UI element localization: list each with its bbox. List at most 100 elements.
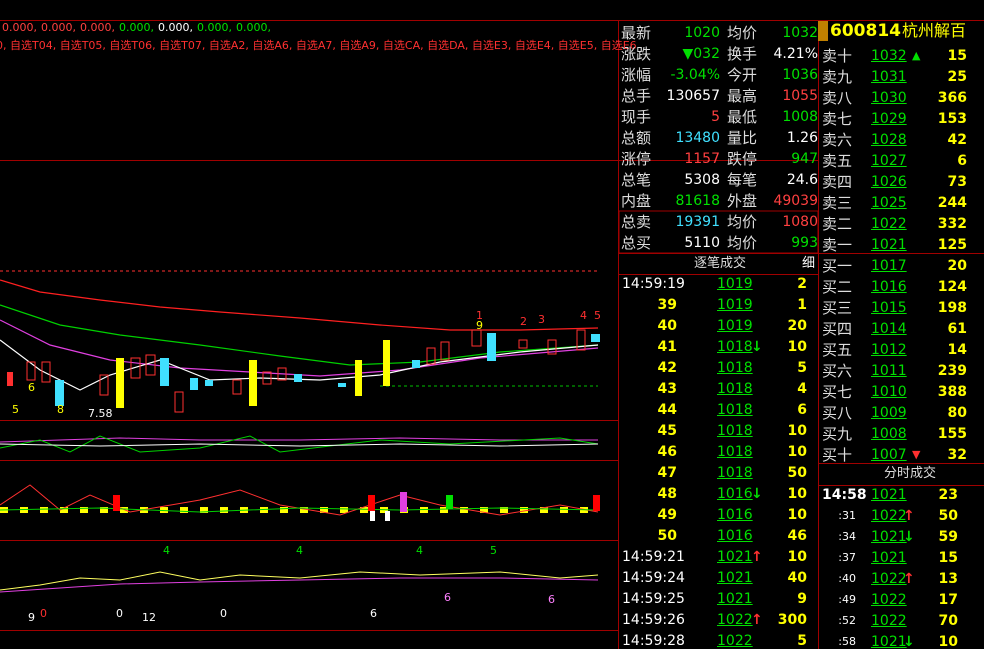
quote-value: ▼032: [682, 46, 721, 62]
depth-price: 1017: [871, 258, 907, 274]
indicator-value: 0.000,: [119, 21, 154, 34]
quote-value: 4.21%: [773, 46, 818, 62]
trade-volume: 5: [797, 633, 807, 649]
depth-label: 卖六: [822, 131, 853, 149]
quote-label: 换手: [727, 45, 758, 63]
depth-volume: 42: [947, 132, 967, 148]
depth-label: 买二: [822, 278, 853, 296]
depth-label: 买十: [822, 446, 853, 464]
depth-volume: 73: [947, 174, 967, 190]
stock-code: 600814: [830, 21, 901, 41]
tick-price: 1021: [871, 550, 907, 566]
chart-label: 0: [40, 607, 47, 620]
trade-volume: 5: [797, 360, 807, 376]
tick-volume: 15: [938, 550, 958, 566]
depth-label: 卖五: [822, 152, 853, 170]
tick-arrow: ↑: [903, 571, 915, 587]
trade-arrow: ↑: [751, 549, 763, 565]
chart-label: 5: [12, 403, 19, 416]
tick-volume: 59: [938, 529, 958, 545]
tick-price: 1022: [871, 592, 907, 608]
quote-label: 今开: [727, 66, 758, 84]
watchlist: 0, 自选T04, 自选T05, 自选T06, 自选T07, 自选A2, 自选A…: [0, 39, 637, 52]
detail-button[interactable]: 细: [802, 256, 816, 271]
depth-volume: 198: [937, 300, 967, 316]
chart-label: 6: [444, 591, 451, 604]
indicator-value: 0.000,: [80, 21, 115, 34]
trade-price: 1018: [717, 360, 753, 376]
trade-volume: 9: [797, 591, 807, 607]
trade-time: 42: [657, 360, 677, 376]
stock-name: 杭州解百: [902, 21, 967, 40]
depth-volume: 124: [937, 279, 967, 295]
depth-label: 卖三: [822, 194, 853, 212]
quote-label: 均价: [727, 24, 758, 42]
tick-price: 1021: [871, 529, 907, 545]
depth-label: 买一: [822, 257, 853, 275]
trade-time: 41: [657, 339, 677, 355]
tick-time: :34: [838, 530, 856, 543]
quote-value: 24.6: [786, 172, 818, 188]
tick-volume: 23: [938, 487, 958, 503]
trade-volume: 2: [797, 276, 807, 292]
trade-arrow: ↓: [751, 339, 763, 355]
quote-value: 1032: [782, 25, 818, 41]
depth-label: 买八: [822, 404, 853, 422]
chart-label: 1: [476, 309, 483, 322]
chart-label: 4: [416, 544, 423, 557]
tick-arrow: ↓: [903, 529, 915, 545]
depth-price: 1031: [871, 69, 907, 85]
tick-time: :31: [838, 509, 856, 522]
trade-volume: 4: [797, 381, 807, 397]
tick-time: :52: [838, 614, 856, 627]
trade-time: 14:59:21: [622, 549, 685, 565]
depth-price: 1032: [871, 48, 907, 64]
depth-label: 买七: [822, 383, 853, 401]
chart-label: 6: [370, 607, 377, 620]
trade-volume: 10: [787, 549, 807, 565]
indicator-value: 0.000,: [2, 21, 37, 34]
quote-label: 总额: [621, 129, 652, 147]
chart-label: 9: [476, 319, 483, 332]
depth-label: 卖二: [822, 215, 853, 233]
indicator-value: 0.000,: [41, 21, 76, 34]
trade-time: 14:59:28: [622, 633, 685, 649]
separators: [0, 20, 984, 649]
tick-time: :58: [838, 635, 856, 648]
volume-bars: [113, 492, 600, 521]
indicator-value: 0.000,: [197, 21, 232, 34]
tick-volume: 17: [938, 592, 958, 608]
depth-price: 1007: [871, 447, 907, 463]
chart-label: 5: [490, 544, 497, 557]
depth-price: 1022: [871, 216, 907, 232]
quote-value: 13480: [675, 130, 720, 146]
trade-time: 14:59:25: [622, 591, 685, 607]
depth-arrow: ▼: [912, 448, 921, 461]
depth-volume: 14: [947, 342, 967, 358]
trade-volume: 10: [787, 486, 807, 502]
trade-price: 1021: [717, 570, 753, 586]
depth-label: 买六: [822, 362, 853, 380]
depth-price: 1028: [871, 132, 907, 148]
quote-label: 总买: [621, 234, 652, 252]
depth-label: 卖八: [822, 89, 853, 107]
trade-arrow: ↓: [751, 486, 763, 502]
chart-label: 12: [142, 611, 156, 624]
trade-arrow: ↑: [751, 612, 763, 628]
trade-price: 1019: [717, 276, 753, 292]
trade-price: 1018: [717, 423, 753, 439]
depth-label: 卖九: [822, 68, 853, 86]
tick-price: 1021: [871, 487, 907, 503]
depth-price: 1021: [871, 237, 907, 253]
trade-volume: 46: [787, 528, 807, 544]
depth-price: 1011: [871, 363, 907, 379]
trade-time: 39: [657, 297, 677, 313]
depth-price: 1025: [871, 195, 907, 211]
depth-volume: 6: [957, 153, 967, 169]
trade-time: 45: [657, 423, 677, 439]
depth-volume: 388: [937, 384, 967, 400]
quote-label: 跌停: [727, 150, 758, 168]
depth-price: 1026: [871, 174, 907, 190]
quote-label: 总卖: [621, 213, 652, 231]
quote-label: 涨跌: [621, 45, 652, 63]
